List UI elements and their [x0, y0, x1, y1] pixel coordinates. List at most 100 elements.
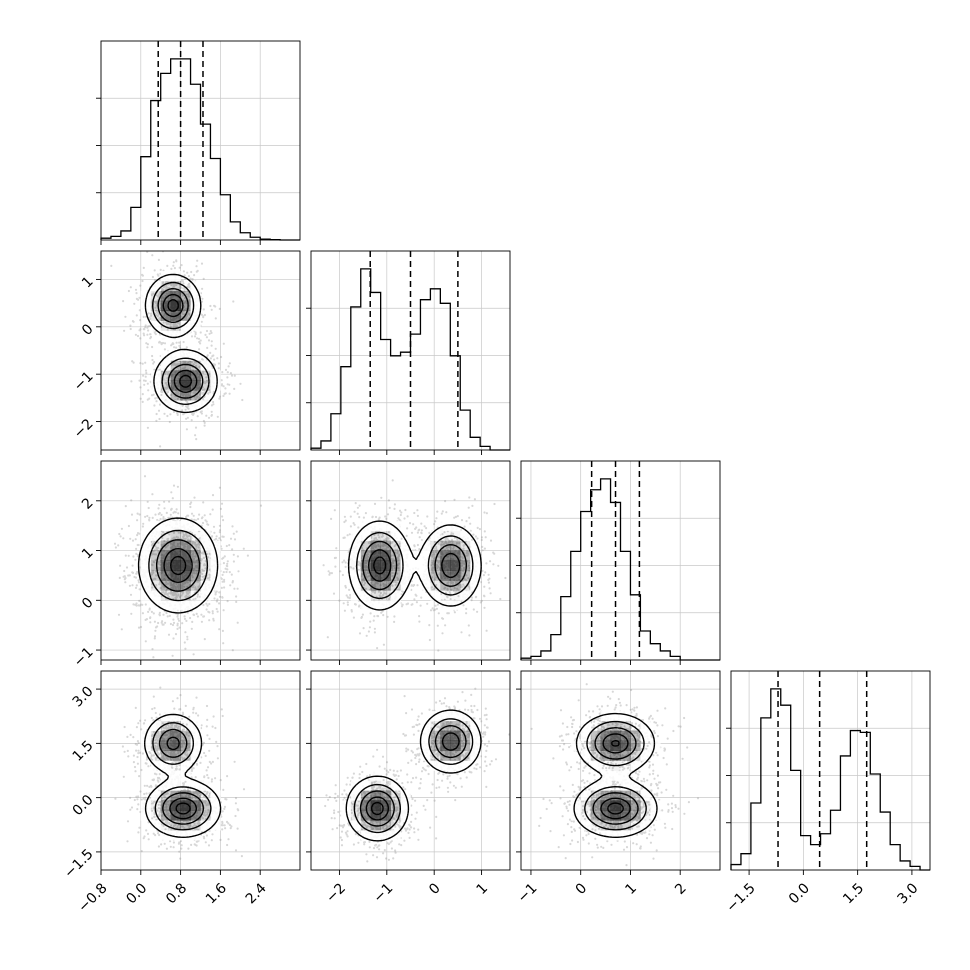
y-tick-label: −1: [71, 369, 97, 395]
density-cell: [140, 540, 152, 551]
density-cell: [440, 710, 451, 722]
density-cell: [170, 810, 181, 821]
density-cell: [630, 780, 641, 791]
density-cell: [370, 540, 381, 551]
density-cell: [400, 580, 411, 591]
contour-level-3: [365, 732, 460, 821]
density-cell: [400, 810, 411, 821]
density-cell: [160, 780, 171, 791]
density-cell: [190, 600, 201, 611]
density-cell: [170, 740, 181, 751]
density-cell: [160, 740, 171, 751]
density-cell: [610, 730, 621, 741]
density-cell: [440, 560, 451, 571]
density-cell: [210, 570, 221, 581]
density-cell: [170, 290, 181, 302]
density-cell: [600, 780, 611, 791]
hist-panel-3: [726, 670, 931, 871]
density-cell: [450, 560, 461, 571]
contour-level-1: [356, 531, 474, 600]
density-cell: [170, 530, 181, 541]
density-cell: [200, 810, 211, 821]
density-cell: [180, 790, 191, 801]
x-tick-label: 1: [622, 880, 640, 898]
density-cell: [650, 740, 661, 751]
density-cell: [410, 550, 421, 561]
density-cell: [470, 550, 481, 561]
density-cell: [380, 830, 391, 841]
scatter-panel-2-1: [306, 460, 511, 661]
contour-level-0: [345, 709, 482, 842]
density-cell: [160, 830, 171, 841]
density-cell: [170, 330, 181, 341]
density-cell: [180, 520, 191, 531]
density-cell: [180, 730, 191, 741]
density-cell: [160, 730, 171, 741]
density-cell: [400, 560, 411, 571]
x-tick-label: 2.4: [243, 880, 270, 907]
panel-frame: [100, 250, 301, 451]
density-cell: [600, 820, 611, 831]
density-cell: [460, 750, 471, 761]
density-cell: [460, 540, 471, 551]
density-cell: [390, 520, 401, 531]
contour-level-1: [148, 529, 209, 602]
density-cell: [600, 740, 611, 751]
contour-level-2: [157, 288, 204, 399]
contour-level-2: [156, 539, 201, 592]
density-cell: [170, 280, 181, 292]
density-cell: [400, 800, 411, 811]
density-cell: [611, 780, 621, 790]
density-cell: [150, 820, 161, 831]
density-cell: [180, 320, 191, 331]
x-tick-label: −0.8: [75, 880, 110, 915]
density-cell: [420, 540, 431, 551]
density-cell: [180, 540, 191, 551]
density-cell: [160, 720, 171, 731]
density-cell: [200, 380, 211, 391]
density-cell: [410, 570, 421, 581]
density-cell: [610, 710, 621, 722]
density-cell: [190, 290, 201, 302]
density-cell: [350, 540, 362, 551]
density-cell: [470, 750, 481, 761]
density-cell: [590, 780, 601, 791]
density-cell: [210, 790, 221, 801]
density-cell: [190, 540, 201, 551]
density-cell: [170, 580, 181, 591]
density-cell: [190, 550, 201, 561]
density-cell: [140, 590, 152, 601]
density-cell: [340, 810, 352, 821]
density-cell: [420, 730, 431, 741]
density-cell: [570, 740, 581, 751]
contour-level-1: [152, 281, 210, 405]
density-cell: [170, 750, 181, 761]
x-tick-label: −2: [323, 880, 349, 906]
density-cell: [370, 560, 381, 571]
density-cell: [420, 560, 431, 571]
density-cell: [150, 790, 161, 801]
density-cell: [380, 580, 391, 591]
density-cell: [590, 800, 601, 811]
histogram-1: [310, 268, 510, 451]
density-cell: [200, 540, 211, 551]
density-cell: [380, 800, 391, 811]
density-cell: [181, 721, 191, 731]
x-tick-label: 1.5: [840, 880, 867, 907]
density-cell: [190, 320, 201, 331]
density-cell: [180, 330, 191, 341]
density-cell: [160, 560, 171, 571]
density-cell: [210, 540, 221, 551]
density-cell: [590, 750, 601, 761]
density-cell: [170, 570, 181, 581]
density-cell: [190, 400, 201, 411]
density-cell: [630, 730, 641, 741]
density-cell: [390, 530, 401, 541]
density-cell: [150, 580, 161, 591]
density-cell: [600, 800, 611, 811]
density-cell: [180, 530, 191, 541]
density-cell: [180, 800, 191, 811]
density-cell: [580, 790, 591, 801]
density-cell: [370, 790, 381, 801]
density-cell: [580, 720, 591, 731]
